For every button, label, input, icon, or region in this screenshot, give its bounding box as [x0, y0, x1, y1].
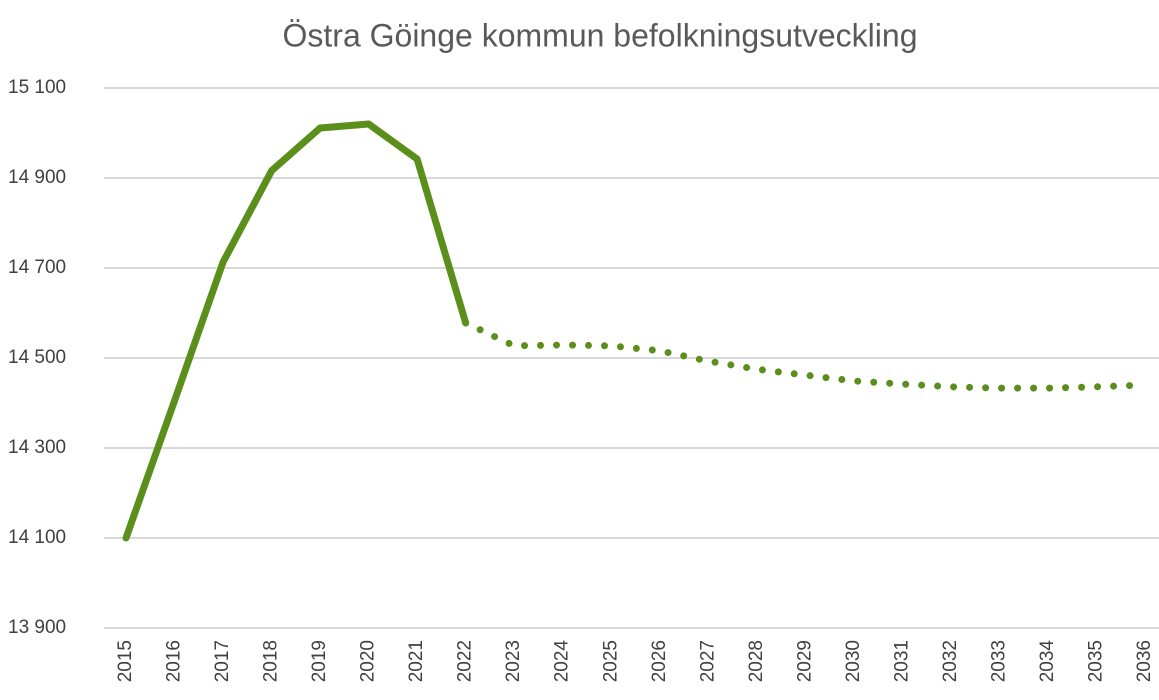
- x-tick-label: 2026: [649, 640, 670, 682]
- x-tick-label: 2025: [600, 640, 621, 682]
- x-tick-label: 2020: [358, 640, 379, 682]
- x-tick-label: 2018: [261, 640, 282, 682]
- x-tick-label: 2022: [455, 640, 476, 682]
- x-tick-label: 2033: [988, 640, 1009, 682]
- x-tick-label: 2032: [940, 640, 961, 682]
- x-tick-label: 2029: [794, 640, 815, 682]
- x-tick-label: 2034: [1037, 640, 1058, 683]
- y-tick-label: 14 300: [8, 437, 66, 458]
- x-tick-label: 2035: [1085, 640, 1106, 682]
- x-tick-label: 2036: [1134, 640, 1155, 682]
- series-line: [122, 120, 470, 542]
- y-tick-label: 14 100: [8, 527, 66, 548]
- x-tick-label: 2021: [406, 640, 427, 682]
- y-tick-label: 14 700: [8, 257, 66, 278]
- x-tick-label: 2016: [164, 640, 185, 682]
- x-tick-label: 2030: [843, 640, 864, 682]
- x-tick-label: 2028: [746, 640, 767, 682]
- x-tick-label: 2015: [115, 640, 136, 682]
- x-tick-label: 2019: [309, 640, 330, 682]
- y-tick-label: 15 100: [8, 77, 66, 98]
- y-tick-label: 14 900: [8, 167, 66, 188]
- chart-title: Östra Göinge kommun befolkningsutvecklin…: [283, 17, 918, 53]
- x-tick-label: 2024: [552, 640, 573, 683]
- x-tick-label: 2027: [697, 640, 718, 682]
- series-line: [462, 319, 1149, 392]
- x-tick-label: 2023: [503, 640, 524, 682]
- y-tick-label: 13 900: [8, 617, 66, 638]
- y-tick-label: 14 500: [8, 347, 66, 368]
- x-tick-label: 2017: [212, 640, 233, 682]
- x-tick-label: 2031: [891, 640, 912, 682]
